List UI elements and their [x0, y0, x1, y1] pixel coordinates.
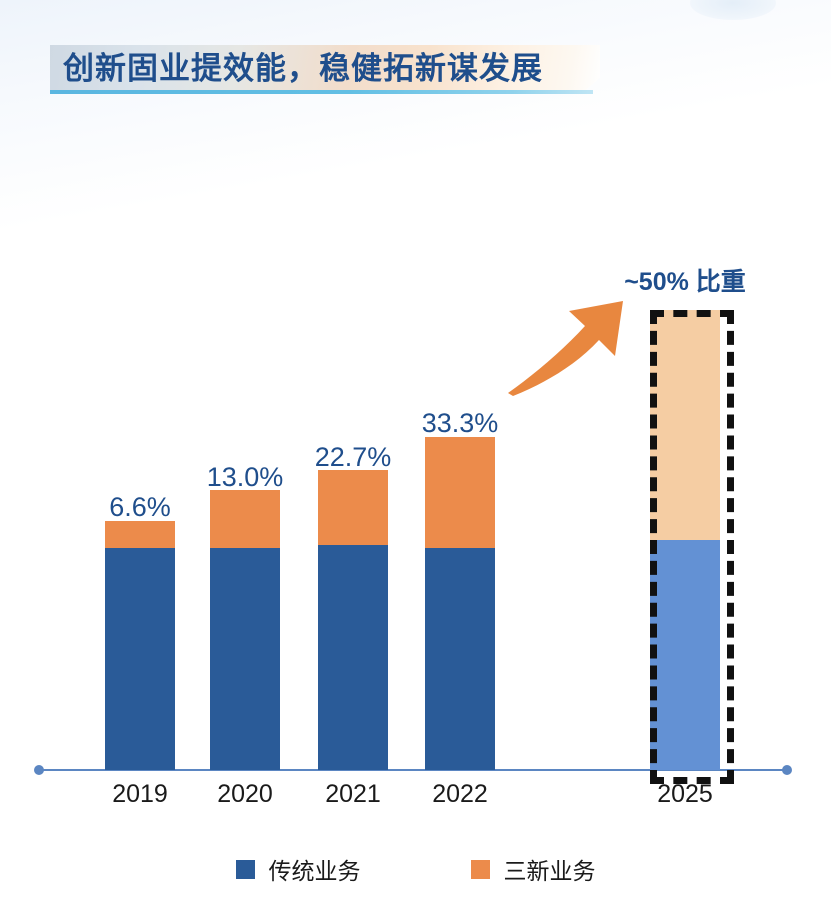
decorative-top-glow	[690, 0, 776, 20]
bar-segment-traditional-2022	[425, 548, 495, 770]
x-axis-line	[42, 769, 790, 771]
x-tick-label-2019: 2019	[112, 780, 168, 808]
bar-segment-new-2025	[650, 310, 720, 540]
bar-2020[interactable]	[210, 490, 280, 770]
bar-segment-new-2022	[425, 437, 495, 548]
bar-value-label-2021: 22.7%	[314, 442, 392, 472]
bar-segment-traditional-2019	[105, 548, 175, 770]
bar-segment-traditional-2025	[650, 540, 720, 770]
title-underline	[50, 90, 593, 94]
title-banner	[50, 45, 600, 92]
legend-item-new-business[interactable]: 三新业务	[470, 852, 596, 886]
legend-label-traditional: 传统业务	[268, 858, 361, 884]
x-tick-label-2022: 2022	[432, 780, 488, 808]
x-tick-label-2021: 2021	[325, 780, 381, 808]
legend-swatch-new-business-icon	[470, 859, 490, 879]
x-tick-label-2025: 2025	[657, 780, 713, 808]
page-title: 创新固业提效能，稳健拓新谋发展	[63, 51, 543, 86]
chart-legend: 传统业务 三新业务	[0, 852, 831, 886]
bar-2021[interactable]	[318, 470, 388, 770]
x-tick-label-2020: 2020	[217, 780, 273, 808]
bar-segment-traditional-2020	[210, 548, 280, 770]
bar-2022[interactable]	[425, 437, 495, 770]
forecast-value-label-2025: ~50% 比重	[624, 268, 746, 296]
legend-swatch-traditional-icon	[235, 859, 255, 879]
bar-2025-forecast[interactable]	[650, 310, 720, 770]
growth-arrow-icon	[505, 288, 630, 398]
legend-label-new-business: 三新业务	[503, 858, 596, 884]
bar-value-label-2020: 13.0%	[206, 462, 284, 492]
bar-segment-new-2020	[210, 490, 280, 548]
x-axis-end-dot-left	[34, 765, 44, 775]
bar-2019[interactable]	[105, 521, 175, 770]
bar-segment-new-2021	[318, 470, 388, 545]
forecast-dashed-outline	[650, 310, 734, 784]
bar-segment-new-2019	[105, 521, 175, 548]
bar-value-label-2022: 33.3%	[421, 408, 499, 438]
bar-value-label-2019: 6.6%	[109, 492, 171, 522]
bar-segment-traditional-2021	[318, 545, 388, 770]
x-axis-end-dot-right	[782, 765, 792, 775]
legend-item-traditional[interactable]: 传统业务	[235, 852, 361, 886]
